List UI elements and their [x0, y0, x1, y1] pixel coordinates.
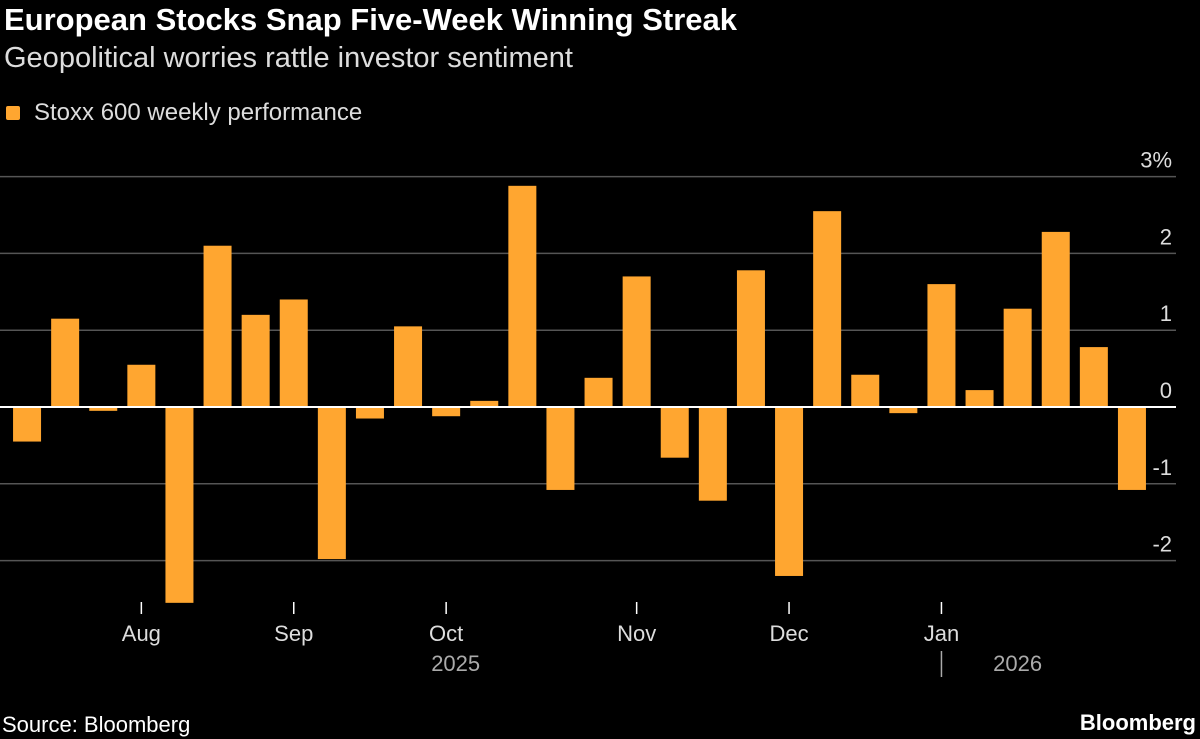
- bars: [13, 185, 1146, 603]
- bar: [241, 314, 270, 407]
- bar: [1079, 347, 1108, 407]
- bar: [965, 390, 994, 407]
- chart-subtitle: Geopolitical worries rattle investor sen…: [4, 42, 573, 74]
- bar: [13, 407, 42, 442]
- bar: [927, 284, 956, 407]
- bar: [546, 407, 575, 490]
- bar: [317, 407, 346, 560]
- bar: [355, 407, 384, 419]
- bar: [736, 270, 765, 407]
- x-tick-label: Oct: [429, 621, 463, 646]
- axes: 3% 2 1 0 -1 -2 Aug Sep Oct Nov Dec Jan 2025 2026: [0, 148, 1176, 677]
- grid-lines: [0, 175, 1176, 562]
- bar: [1003, 308, 1032, 407]
- bar: [203, 245, 232, 407]
- bar: [470, 400, 499, 407]
- x-tick-label: Aug: [122, 621, 161, 646]
- bar: [813, 211, 842, 407]
- x-tick-label: Nov: [617, 621, 656, 646]
- x-tick-label: Dec: [769, 621, 808, 646]
- legend-label: Stoxx 600 weekly performance: [34, 99, 363, 126]
- year-label: 2026: [993, 651, 1042, 676]
- y-tick-label: -2: [1152, 532, 1172, 557]
- bar: [622, 276, 651, 407]
- y-tick-label: -1: [1152, 455, 1172, 480]
- y-tick-label: 0: [1160, 378, 1172, 403]
- bar: [851, 374, 880, 407]
- bar: [889, 407, 918, 414]
- y-tick-label: 1: [1160, 301, 1172, 326]
- bar: [508, 185, 537, 407]
- bar: [698, 407, 727, 501]
- bar: [584, 377, 613, 407]
- bar: [127, 364, 156, 407]
- legend-swatch: [6, 106, 20, 120]
- legend: Stoxx 600 weekly performance: [6, 99, 362, 127]
- bar: [89, 407, 118, 411]
- bar: [279, 299, 308, 407]
- bar: [432, 407, 461, 417]
- source-note: Source: Bloomberg: [2, 712, 191, 737]
- chart-title: European Stocks Snap Five-Week Winning S…: [4, 2, 737, 37]
- bar: [394, 326, 423, 407]
- bloomberg-logo: Bloomberg: [1079, 710, 1196, 735]
- x-tick-label: Sep: [274, 621, 313, 646]
- bar: [660, 407, 689, 458]
- bar: [1041, 231, 1070, 407]
- bar: [165, 407, 194, 603]
- year-label: 2025: [431, 651, 480, 676]
- y-tick-label: 3%: [1140, 148, 1172, 173]
- bar: [51, 318, 80, 407]
- x-tick-label: Jan: [924, 621, 959, 646]
- bar: [775, 407, 804, 576]
- y-tick-label: 2: [1160, 224, 1172, 249]
- bar: [1117, 407, 1146, 490]
